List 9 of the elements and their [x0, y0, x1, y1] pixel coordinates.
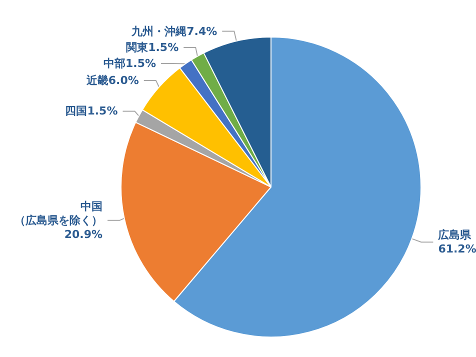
slice-label: 四国1.5%	[65, 104, 118, 118]
slice-label: 広島県	[437, 228, 472, 242]
data-label: 61.2%	[438, 242, 476, 256]
data-label: 20.9%	[64, 228, 103, 241]
slice-label: 中国（広島県を除く）	[14, 200, 103, 227]
slice-label: 九州・沖縄7.4%	[130, 24, 218, 38]
slice-label: 中部1.5%	[104, 57, 156, 70]
slice-label: 関東1.5%	[126, 41, 179, 54]
slice-label: 近畿6.0%	[85, 74, 139, 87]
